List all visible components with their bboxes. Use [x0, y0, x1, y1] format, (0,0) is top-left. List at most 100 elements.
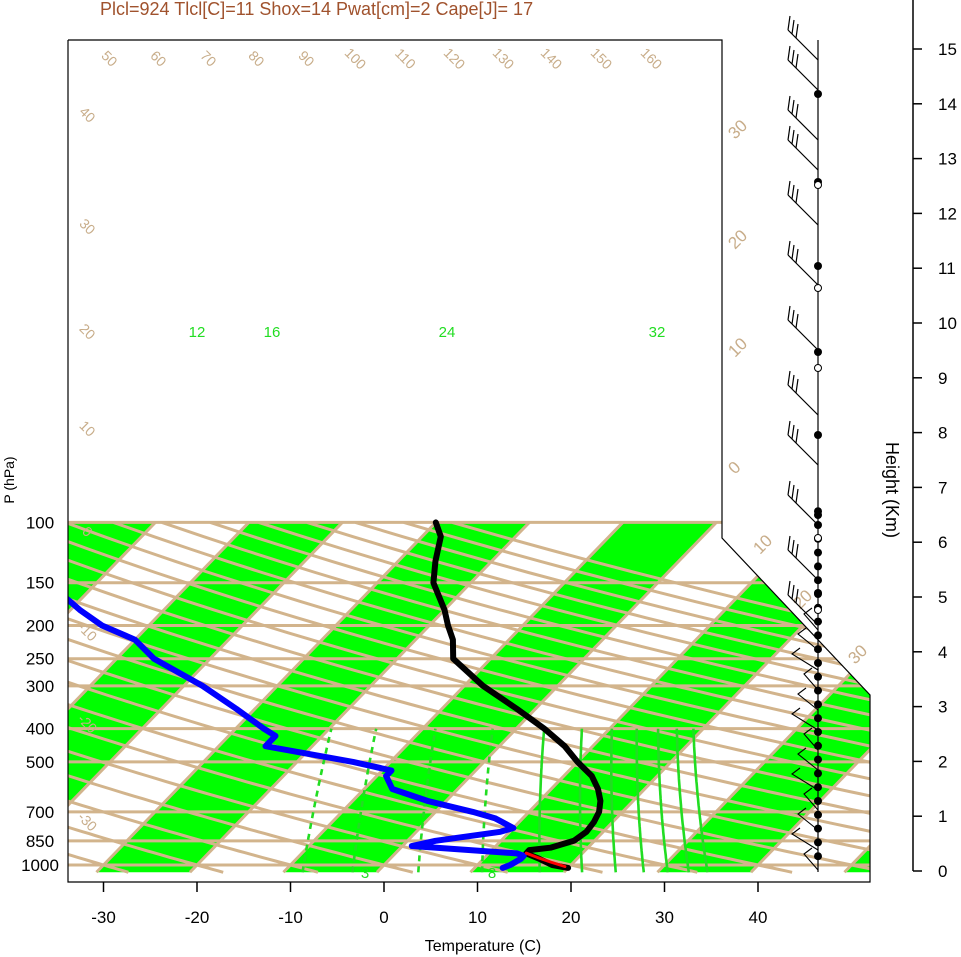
isotherm-line [749, 521, 870, 874]
wind-level-dot [814, 852, 822, 861]
wind-level-dot [814, 810, 822, 819]
wind-level-dot [814, 589, 822, 597]
wind-barb-feather [791, 129, 795, 145]
mixing-ratio-line [417, 728, 437, 873]
isotherm-label: 40 [76, 103, 98, 125]
isotherm-line [375, 521, 718, 874]
dry-adiabat-line [68, 521, 224, 874]
wind-barb [803, 727, 819, 751]
height-tick-label: 12 [938, 204, 957, 223]
dry-adiabat-lines [68, 520, 870, 874]
wind-barb [803, 607, 819, 631]
wind-barb [797, 627, 819, 651]
isotherm-label: 150 [588, 45, 616, 73]
dry-adiabat-line [112, 520, 870, 874]
wind-barb-feather [791, 309, 795, 325]
wind-barb-feather [787, 45, 791, 61]
wind-barb [797, 687, 819, 711]
wind-barb-feather [787, 420, 791, 436]
y-tick-label: 700 [26, 803, 54, 822]
dry-adiabat-line [161, 520, 870, 874]
chart-title: Plcl=924 Tlcl[C]=11 Shox=14 Pwat[cm]=2 C… [100, 0, 533, 19]
wind-barb-feather [791, 19, 795, 35]
wind-barb-feather [795, 378, 799, 394]
wind-barb-feather [791, 49, 795, 65]
wind-barb-staff [787, 549, 819, 581]
wind-level-ring [814, 606, 822, 614]
dry-adiabat-line [68, 520, 870, 874]
wind-level-dot [814, 562, 822, 571]
wind-barb-feather [795, 543, 799, 559]
wind-level-ring [814, 364, 822, 372]
wind-barb-feather [795, 588, 799, 604]
height-tick-label: 5 [938, 588, 947, 607]
wind-level-dot [814, 755, 822, 764]
dry-adiabat-line [68, 521, 870, 874]
wind-barb-feather [787, 305, 791, 321]
wind-barb-feather [787, 370, 791, 386]
isotherm-label: 60 [147, 47, 169, 69]
wind-level-dot [814, 548, 822, 557]
x-axis: -30 -20 -10 0 10 20 30 40 [91, 882, 767, 927]
x-tick-label: 10 [468, 908, 487, 927]
wind-barb-staff [787, 139, 819, 171]
wind-barb [803, 847, 819, 871]
wind-level-dot [814, 262, 822, 270]
isotherm-line [68, 521, 157, 874]
y-tick-label: 250 [26, 650, 54, 669]
dry-adiabat-line [68, 521, 319, 874]
isotherm-label: 20 [76, 320, 98, 342]
dry-adiabat-line [68, 521, 870, 874]
dewpoint-line [68, 519, 527, 871]
wind-level-ring [814, 284, 822, 292]
height-tick-label: 7 [938, 478, 947, 497]
wind-level-dot [814, 659, 822, 667]
mixing-ratio-label: 3 [361, 865, 369, 882]
y-tick-label: 850 [26, 832, 54, 851]
wind-barb [791, 827, 819, 851]
wind-barb-feather [791, 244, 795, 260]
wind-barb-feather [791, 424, 795, 440]
height-tick-label: 14 [938, 95, 957, 114]
mixing-ratio-line [675, 728, 691, 873]
mixing-ratio-line [656, 728, 670, 873]
wind-barb-feather [791, 539, 795, 555]
x-tick-label: 0 [379, 908, 388, 927]
wind-level-dot [814, 700, 822, 709]
wind-barb [803, 787, 819, 811]
parcel-line [524, 851, 567, 868]
wind-barb-feather [791, 484, 795, 500]
wind-barb-staff [787, 109, 819, 141]
isotherm-label: 30 [844, 641, 871, 668]
isotherm-label: 10 [724, 334, 751, 361]
height-tick-label: 0 [938, 862, 947, 881]
isotherm-line [188, 521, 531, 874]
wind-barb-feather [791, 374, 795, 390]
wind-level-dot [814, 797, 822, 805]
isotherm-label: 30 [724, 116, 751, 143]
wind-level-dot [814, 838, 822, 847]
wind-level-dot [814, 728, 822, 736]
height-tick-label: 10 [938, 314, 957, 333]
wind-barb-staff [787, 319, 819, 351]
wind-barb-feather [795, 53, 799, 69]
isotherm-label: 160 [638, 45, 666, 73]
sounding-profiles [68, 519, 604, 871]
y-tick-label: 400 [26, 720, 54, 739]
wind-barb-feather [787, 125, 791, 141]
dry-adiabat-line [68, 521, 870, 874]
wind-barb-feather [787, 580, 791, 596]
x-tick-label: 20 [562, 908, 581, 927]
wind-level-dot [814, 645, 822, 654]
mixing-ratio-line [635, 728, 646, 873]
height-tick-label: 3 [938, 698, 947, 717]
height-tick-label: 1 [938, 807, 947, 826]
height-axis-label: Height (Km) [882, 442, 902, 538]
y-tick-label: 200 [26, 617, 54, 636]
wind-barb-feather [787, 535, 791, 551]
isotherm-label: 0 [724, 458, 744, 478]
height-tick-label: 16 [938, 0, 957, 4]
wind-barb-feather [795, 248, 799, 264]
isotherm-label: 50 [98, 47, 120, 69]
dry-adiabat-line [68, 521, 870, 874]
